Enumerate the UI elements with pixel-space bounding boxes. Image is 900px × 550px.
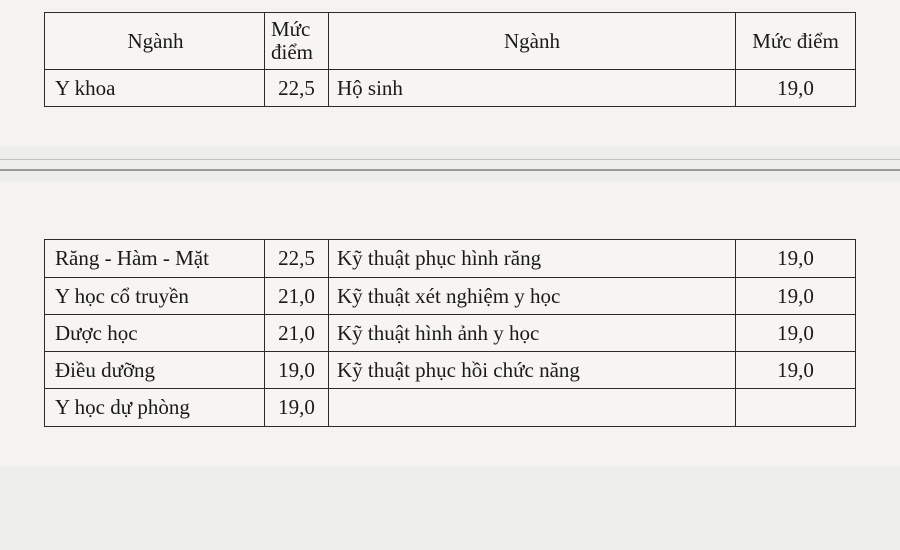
col-header-score-right: Mức điểm: [736, 13, 856, 70]
cell-score-right: 19,0: [736, 70, 856, 107]
cell-major-right: Kỹ thuật phục hồi chức năng: [329, 352, 736, 389]
scores-table-bottom: Răng - Hàm - Mặt 22,5 Kỹ thuật phục hình…: [44, 239, 856, 426]
cell-major-right: Kỹ thuật xét nghiệm y học: [329, 277, 736, 314]
col-header-score-left: Mức điểm: [265, 13, 329, 70]
cell-score-right: 19,0: [736, 240, 856, 277]
page-break-divider: [0, 159, 900, 171]
cell-score-right: 19,0: [736, 352, 856, 389]
cell-score-left: 19,0: [265, 389, 329, 426]
page-upper: Ngành Mức điểm Ngành Mức điểm Y khoa 22,…: [0, 0, 900, 147]
table-row: Y học dự phòng 19,0: [45, 389, 856, 426]
table-row: Y khoa 22,5 Hộ sinh 19,0: [45, 70, 856, 107]
cell-major-left: Răng - Hàm - Mặt: [45, 240, 265, 277]
table-header-row: Ngành Mức điểm Ngành Mức điểm: [45, 13, 856, 70]
cell-major-left: Y học cổ truyền: [45, 277, 265, 314]
cell-major-right: Kỹ thuật hình ảnh y học: [329, 314, 736, 351]
page-lower: Răng - Hàm - Mặt 22,5 Kỹ thuật phục hình…: [0, 181, 900, 466]
cell-major-right: Kỹ thuật phục hình răng: [329, 240, 736, 277]
cell-major-right: [329, 389, 736, 426]
cell-score-left: 21,0: [265, 314, 329, 351]
scores-table-top: Ngành Mức điểm Ngành Mức điểm Y khoa 22,…: [44, 12, 856, 107]
cell-major-left: Dược học: [45, 314, 265, 351]
table-row: Dược học 21,0 Kỹ thuật hình ảnh y học 19…: [45, 314, 856, 351]
cell-score-right: 19,0: [736, 277, 856, 314]
cell-score-left: 19,0: [265, 352, 329, 389]
cell-score-right: 19,0: [736, 314, 856, 351]
cell-major-right: Hộ sinh: [329, 70, 736, 107]
col-header-major-right: Ngành: [329, 13, 736, 70]
cell-score-left: 22,5: [265, 240, 329, 277]
cell-major-left: Điều dưỡng: [45, 352, 265, 389]
cell-score-right: [736, 389, 856, 426]
cell-major-left: Y học dự phòng: [45, 389, 265, 426]
cell-score-left: 21,0: [265, 277, 329, 314]
cell-score-left: 22,5: [265, 70, 329, 107]
table-row: Y học cổ truyền 21,0 Kỹ thuật xét nghiệm…: [45, 277, 856, 314]
cell-major-left: Y khoa: [45, 70, 265, 107]
table-row: Điều dưỡng 19,0 Kỹ thuật phục hồi chức n…: [45, 352, 856, 389]
table-row: Răng - Hàm - Mặt 22,5 Kỹ thuật phục hình…: [45, 240, 856, 277]
col-header-major-left: Ngành: [45, 13, 265, 70]
